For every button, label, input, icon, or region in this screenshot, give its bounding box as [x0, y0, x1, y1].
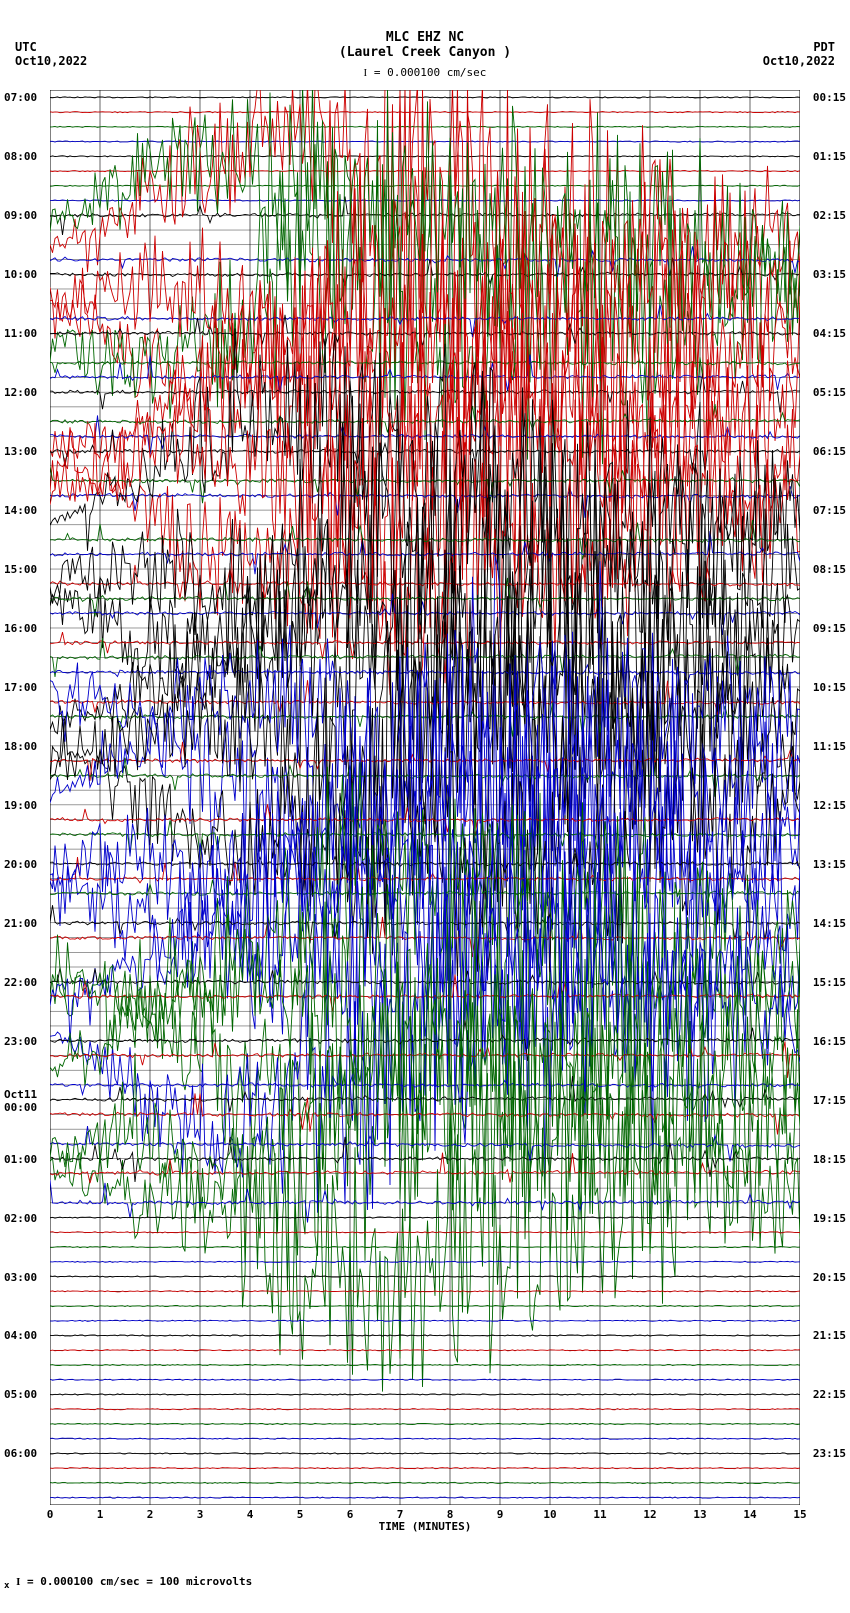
left-hour-label: 20:00	[4, 858, 37, 871]
left-hour-label: 03:00	[4, 1271, 37, 1284]
right-hour-label: 09:15	[813, 622, 846, 635]
right-hour-label: 12:15	[813, 799, 846, 812]
right-hour-label: 21:15	[813, 1329, 846, 1342]
right-hour-label: 13:15	[813, 858, 846, 871]
right-hour-label: 02:15	[813, 209, 846, 222]
left-hour-label: 17:00	[4, 681, 37, 694]
left-hour-label: 05:00	[4, 1388, 37, 1401]
right-hour-label: 03:15	[813, 268, 846, 281]
tz-left-label: UTC	[15, 40, 87, 54]
x-axis-label: TIME (MINUTES)	[50, 1520, 800, 1533]
left-hour-label: 02:00	[4, 1212, 37, 1225]
left-hour-label: Oct1100:00	[4, 1088, 37, 1114]
left-hour-label: 21:00	[4, 917, 37, 930]
right-hour-label: 04:15	[813, 327, 846, 340]
tz-right-label: PDT	[763, 40, 835, 54]
right-hour-label: 11:15	[813, 740, 846, 753]
right-hour-label: 20:15	[813, 1271, 846, 1284]
left-hour-label: 01:00	[4, 1153, 37, 1166]
left-hour-label: 08:00	[4, 150, 37, 163]
left-hour-label: 13:00	[4, 445, 37, 458]
left-hour-label: 09:00	[4, 209, 37, 222]
right-hour-label: 01:15	[813, 150, 846, 163]
right-hour-label: 08:15	[813, 563, 846, 576]
left-hour-label: 06:00	[4, 1447, 37, 1460]
right-hour-label: 23:15	[813, 1447, 846, 1460]
right-hour-label: 07:15	[813, 504, 846, 517]
right-hour-label: 15:15	[813, 976, 846, 989]
right-hour-label: 00:15	[813, 91, 846, 104]
tz-right-date: Oct10,2022	[763, 54, 835, 68]
left-hour-label: 22:00	[4, 976, 37, 989]
left-hour-label: 16:00	[4, 622, 37, 635]
left-hour-label: 10:00	[4, 268, 37, 281]
left-hour-label: 07:00	[4, 91, 37, 104]
left-hour-label: 19:00	[4, 799, 37, 812]
left-hour-label: 15:00	[4, 563, 37, 576]
right-hour-label: 19:15	[813, 1212, 846, 1225]
left-hour-label: 12:00	[4, 386, 37, 399]
right-hour-label: 17:15	[813, 1094, 846, 1107]
right-hour-label: 22:15	[813, 1388, 846, 1401]
right-hour-label: 14:15	[813, 917, 846, 930]
right-hour-label: 05:15	[813, 386, 846, 399]
left-hour-label: 23:00	[4, 1035, 37, 1048]
left-hour-labels: 07:00 08:00 09:00 10:00 11:00 12:00 13:00 14:00…	[0, 90, 48, 1505]
title-scale: I = 0.000100 cm/sec	[0, 66, 850, 79]
left-hour-label: 14:00	[4, 504, 37, 517]
right-hour-label: 16:15	[813, 1035, 846, 1048]
title-line1: MLC EHZ NC	[0, 30, 850, 45]
left-hour-label: 18:00	[4, 740, 37, 753]
left-hour-label: 04:00	[4, 1329, 37, 1342]
footer-text: x I = 0.000100 cm/sec = 100 microvolts	[4, 1575, 252, 1591]
left-hour-label: 11:00	[4, 327, 37, 340]
seismogram-plot	[50, 90, 800, 1505]
right-hour-label: 06:15	[813, 445, 846, 458]
right-hour-labels: 00:15 01:15 02:15 03:15 04:15 05:15 06:15 07:15…	[802, 90, 850, 1505]
title-line2: (Laurel Creek Canyon )	[0, 45, 850, 60]
right-hour-label: 18:15	[813, 1153, 846, 1166]
tz-left-date: Oct10,2022	[15, 54, 87, 68]
right-hour-label: 10:15	[813, 681, 846, 694]
x-tick-labels: 0123456789101112131415	[50, 1508, 800, 1520]
